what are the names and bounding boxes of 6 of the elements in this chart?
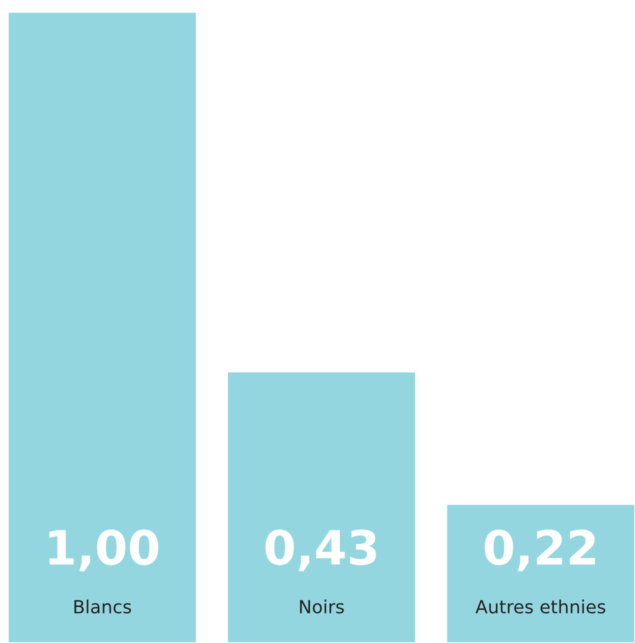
x-tick-label: Autres ethnies [476, 600, 606, 614]
x-tick-label: Blancs [74, 600, 132, 614]
x-tick-label: Noirs [300, 600, 344, 614]
data-label: 1,00 [49, 529, 158, 572]
data-label: 0,22 [484, 529, 595, 572]
data-label: 0,43 [266, 529, 376, 572]
